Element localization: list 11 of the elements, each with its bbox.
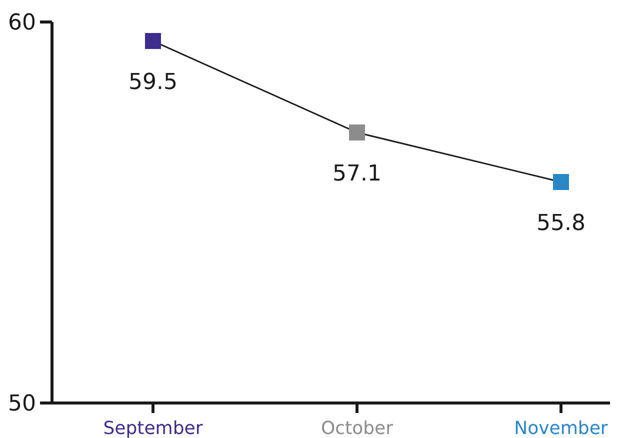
point: [349, 124, 365, 140]
data-label: 57.1: [332, 161, 382, 186]
point: [145, 33, 161, 50]
x-tick-label: November: [514, 418, 608, 438]
y-tick-label: 50: [8, 392, 36, 417]
y-tick-label: 60: [8, 10, 36, 36]
data-label: 55.8: [536, 211, 586, 236]
x-tick-label: October: [320, 418, 394, 438]
data-label: 59.5: [128, 70, 178, 96]
point: [553, 174, 569, 190]
x-tick-label: September: [103, 418, 204, 438]
